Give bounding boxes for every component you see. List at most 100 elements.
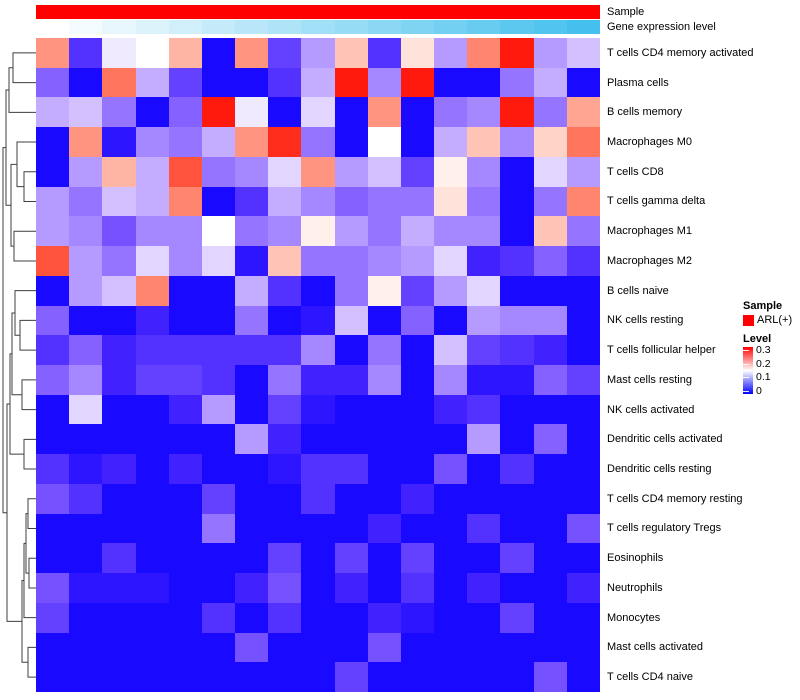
heatmap-cell (36, 246, 70, 276)
heatmap-cell (533, 67, 567, 98)
heatmap-cell (400, 424, 435, 455)
heatmap-cell (500, 394, 534, 425)
heatmap-cell (400, 305, 435, 336)
gene-expression-annotation-cell (533, 20, 567, 34)
heatmap-cell (69, 67, 103, 98)
heatmap-cell (467, 305, 501, 336)
heatmap-cell (301, 305, 335, 336)
legend-sample-title: Sample (743, 300, 783, 312)
heatmap-cell (334, 275, 368, 306)
heatmap-cell (434, 335, 468, 365)
heatmap-cell (201, 573, 236, 603)
gene-expression-annotation-cell (301, 20, 335, 34)
heatmap-cell (533, 364, 567, 395)
heatmap-cell (334, 513, 368, 544)
heatmap-cell (566, 454, 600, 484)
heatmap-cell (301, 483, 335, 514)
heatmap-cell (500, 186, 534, 217)
heatmap-cell (235, 186, 269, 217)
heatmap-cell (334, 186, 368, 217)
row-label: Plasma cells (607, 76, 669, 89)
heatmap-cell (135, 246, 169, 276)
heatmap-cell (201, 38, 236, 68)
heatmap-cell (102, 335, 136, 365)
heatmap-cell (268, 97, 302, 128)
heatmap-cell (467, 364, 501, 395)
heatmap-cell (301, 454, 335, 484)
heatmap-cell (135, 156, 169, 187)
heatmap-cell (500, 632, 534, 663)
heatmap-cell (201, 186, 236, 217)
heatmap-cell (467, 662, 501, 692)
heatmap-cell (201, 543, 236, 574)
heatmap-cell (400, 573, 435, 603)
heatmap-cell (36, 67, 70, 98)
heatmap-cell (235, 67, 269, 98)
heatmap-cell (201, 394, 236, 425)
heatmap-cell (467, 127, 501, 157)
heatmap-cell (36, 424, 70, 455)
heatmap-cell (400, 602, 435, 633)
heatmap-cell (168, 424, 202, 455)
heatmap-cell (467, 335, 501, 365)
heatmap-cell (566, 67, 600, 98)
heatmap-cell (235, 364, 269, 395)
heatmap-cell (400, 364, 435, 395)
heatmap-cell (102, 513, 136, 544)
heatmap-cell (102, 156, 136, 187)
heatmap-cell (36, 186, 70, 217)
heatmap-cell (69, 543, 103, 574)
heatmap-cell (235, 38, 269, 68)
heatmap-cell (533, 38, 567, 68)
heatmap-cell (102, 246, 136, 276)
heatmap-cell (268, 216, 302, 247)
level-tick-label: 0 (756, 385, 762, 397)
row-label: Neutrophils (607, 581, 663, 594)
heatmap-cell (566, 364, 600, 395)
heatmap-cell (268, 513, 302, 544)
heatmap-cell (301, 97, 335, 128)
heatmap-cell (69, 127, 103, 157)
heatmap-cell (69, 156, 103, 187)
heatmap-cell (201, 275, 236, 306)
heatmap-cell (500, 38, 534, 68)
heatmap-cell (500, 156, 534, 187)
heatmap-cell (69, 662, 103, 692)
heatmap-cell (235, 246, 269, 276)
heatmap-cell (168, 305, 202, 336)
heatmap-cell (235, 275, 269, 306)
heatmap-cell (400, 632, 435, 663)
heatmap-cell (268, 602, 302, 633)
heatmap-cell (301, 216, 335, 247)
heatmap-cell (201, 364, 236, 395)
gene-expression-annotation-cell (566, 20, 600, 34)
heatmap-cell (301, 632, 335, 663)
heatmap-cell (500, 364, 534, 395)
heatmap-cell (135, 97, 169, 128)
heatmap-cell (500, 573, 534, 603)
heatmap-cell (467, 632, 501, 663)
heatmap-cell (102, 424, 136, 455)
heatmap-cell (367, 454, 401, 484)
heatmap-cell (102, 483, 136, 514)
heatmap-cell (69, 424, 103, 455)
heatmap-cell (367, 394, 401, 425)
row-label: Dendritic cells resting (607, 463, 712, 476)
heatmap-cell (102, 216, 136, 247)
row-label: T cells regulatory Tregs (607, 522, 722, 535)
row-label: NK cells activated (607, 403, 695, 416)
heatmap-cell (168, 543, 202, 574)
heatmap-cell (500, 483, 534, 514)
heatmap-cell (135, 513, 169, 544)
heatmap-cell (102, 275, 136, 306)
heatmap-cell (367, 513, 401, 544)
heatmap-cell (334, 424, 368, 455)
heatmap-cell (69, 216, 103, 247)
heatmap-cell (201, 424, 236, 455)
heatmap-cell (434, 38, 468, 68)
gene-expression-annotation-cell (235, 20, 269, 34)
heatmap-cell (566, 275, 600, 306)
heatmap-cell (168, 335, 202, 365)
heatmap-cell (69, 305, 103, 336)
heatmap-cell (135, 573, 169, 603)
